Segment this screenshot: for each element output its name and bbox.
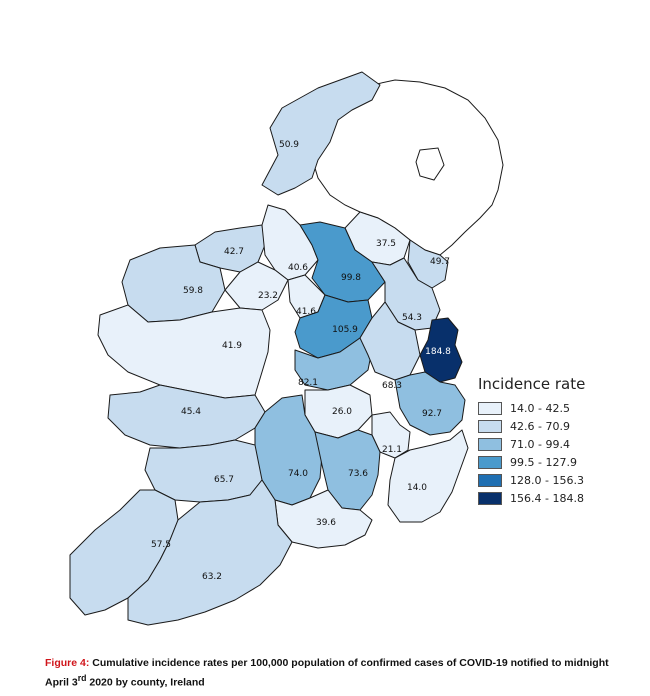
county-value-label: 41.6 bbox=[295, 307, 317, 317]
legend-swatch bbox=[478, 419, 502, 433]
county-region bbox=[261, 71, 381, 196]
county-value-label: 21.1 bbox=[381, 445, 403, 455]
legend-label: 156.4 - 184.8 bbox=[510, 491, 584, 505]
legend-swatch bbox=[478, 455, 502, 469]
county-value-label: 45.4 bbox=[180, 407, 202, 417]
county-value-label: 42.7 bbox=[223, 247, 245, 257]
legend-item: 42.6 - 70.9 bbox=[478, 417, 585, 435]
county-region bbox=[294, 337, 373, 391]
county-region bbox=[419, 317, 463, 383]
county-value-label: 39.6 bbox=[315, 518, 337, 528]
legend-label: 128.0 - 156.3 bbox=[510, 473, 584, 487]
caption-text-end: 2020 by county, Ireland bbox=[86, 676, 205, 689]
county-value-label: 50.9 bbox=[278, 140, 300, 150]
county-region bbox=[394, 371, 466, 436]
county-value-label: 68.3 bbox=[381, 381, 403, 391]
county-region bbox=[359, 301, 421, 381]
caption-superscript: rd bbox=[77, 673, 87, 683]
caption-text: Cumulative incidence rates per 100,000 p… bbox=[45, 657, 609, 689]
county-value-label: 14.0 bbox=[406, 483, 428, 493]
legend-swatch bbox=[478, 491, 502, 505]
county-region bbox=[144, 439, 263, 503]
legend-label: 71.0 - 99.4 bbox=[510, 437, 570, 451]
legend-swatch bbox=[478, 437, 502, 451]
county-value-label: 49.7 bbox=[429, 257, 451, 267]
county-region bbox=[127, 479, 293, 626]
county-value-label: 26.0 bbox=[331, 407, 353, 417]
county-value-label: 63.2 bbox=[201, 572, 223, 582]
lough-neagh bbox=[415, 147, 445, 181]
figure-number: Figure 4: bbox=[45, 657, 90, 669]
northern-ireland-region bbox=[311, 79, 504, 256]
county-region bbox=[314, 429, 381, 511]
county-value-label: 184.8 bbox=[425, 347, 451, 357]
legend-item: 128.0 - 156.3 bbox=[478, 471, 585, 489]
county-value-label: 92.7 bbox=[421, 409, 443, 419]
county-region bbox=[121, 244, 226, 323]
legend-item: 71.0 - 99.4 bbox=[478, 435, 585, 453]
legend-label: 14.0 - 42.5 bbox=[510, 401, 570, 415]
legend: Incidence rate 14.0 - 42.5 42.6 - 70.9 71.… bbox=[478, 375, 585, 507]
county-value-label: 65.7 bbox=[213, 475, 235, 485]
legend-item: 156.4 - 184.8 bbox=[478, 489, 585, 507]
legend-item: 14.0 - 42.5 bbox=[478, 399, 585, 417]
legend-title: Incidence rate bbox=[478, 375, 586, 393]
legend-swatch bbox=[478, 401, 502, 415]
legend-label: 42.6 - 70.9 bbox=[510, 419, 570, 433]
county-value-label: 41.9 bbox=[221, 341, 243, 351]
county-region bbox=[387, 429, 469, 523]
county-value-label: 54.3 bbox=[401, 313, 423, 323]
county-value-label: 59.8 bbox=[182, 286, 204, 296]
county-value-label: 40.6 bbox=[287, 263, 309, 273]
county-region bbox=[407, 239, 449, 289]
legend-swatch bbox=[478, 473, 502, 487]
county-value-label: 105.9 bbox=[332, 325, 358, 335]
county-value-label: 37.5 bbox=[375, 239, 397, 249]
county-value-label: 73.6 bbox=[347, 469, 369, 479]
county-value-label: 99.8 bbox=[340, 273, 362, 283]
legend-item: 99.5 - 127.9 bbox=[478, 453, 585, 471]
county-region bbox=[97, 304, 271, 399]
county-value-label: 57.5 bbox=[150, 540, 172, 550]
ireland-county-map bbox=[69, 71, 504, 626]
county-value-label: 23.2 bbox=[257, 291, 279, 301]
county-value-label: 74.0 bbox=[287, 469, 309, 479]
figure-caption: Figure 4: Cumulative incidence rates per… bbox=[45, 656, 615, 691]
legend-label: 99.5 - 127.9 bbox=[510, 455, 577, 469]
county-value-label: 82.1 bbox=[297, 378, 319, 388]
